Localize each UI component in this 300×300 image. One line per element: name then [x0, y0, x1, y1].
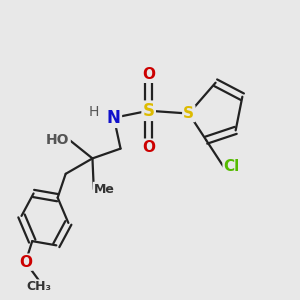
- Text: Cl: Cl: [224, 159, 240, 174]
- Text: S: S: [183, 106, 194, 121]
- Text: HO: HO: [46, 133, 70, 147]
- Text: CH₃: CH₃: [26, 280, 51, 293]
- Text: O: O: [142, 67, 155, 82]
- Text: N: N: [107, 109, 121, 127]
- Text: O: O: [19, 255, 32, 270]
- Text: O: O: [142, 140, 155, 155]
- Text: H: H: [88, 105, 99, 119]
- Text: Me: Me: [94, 183, 115, 196]
- Text: S: S: [143, 102, 155, 120]
